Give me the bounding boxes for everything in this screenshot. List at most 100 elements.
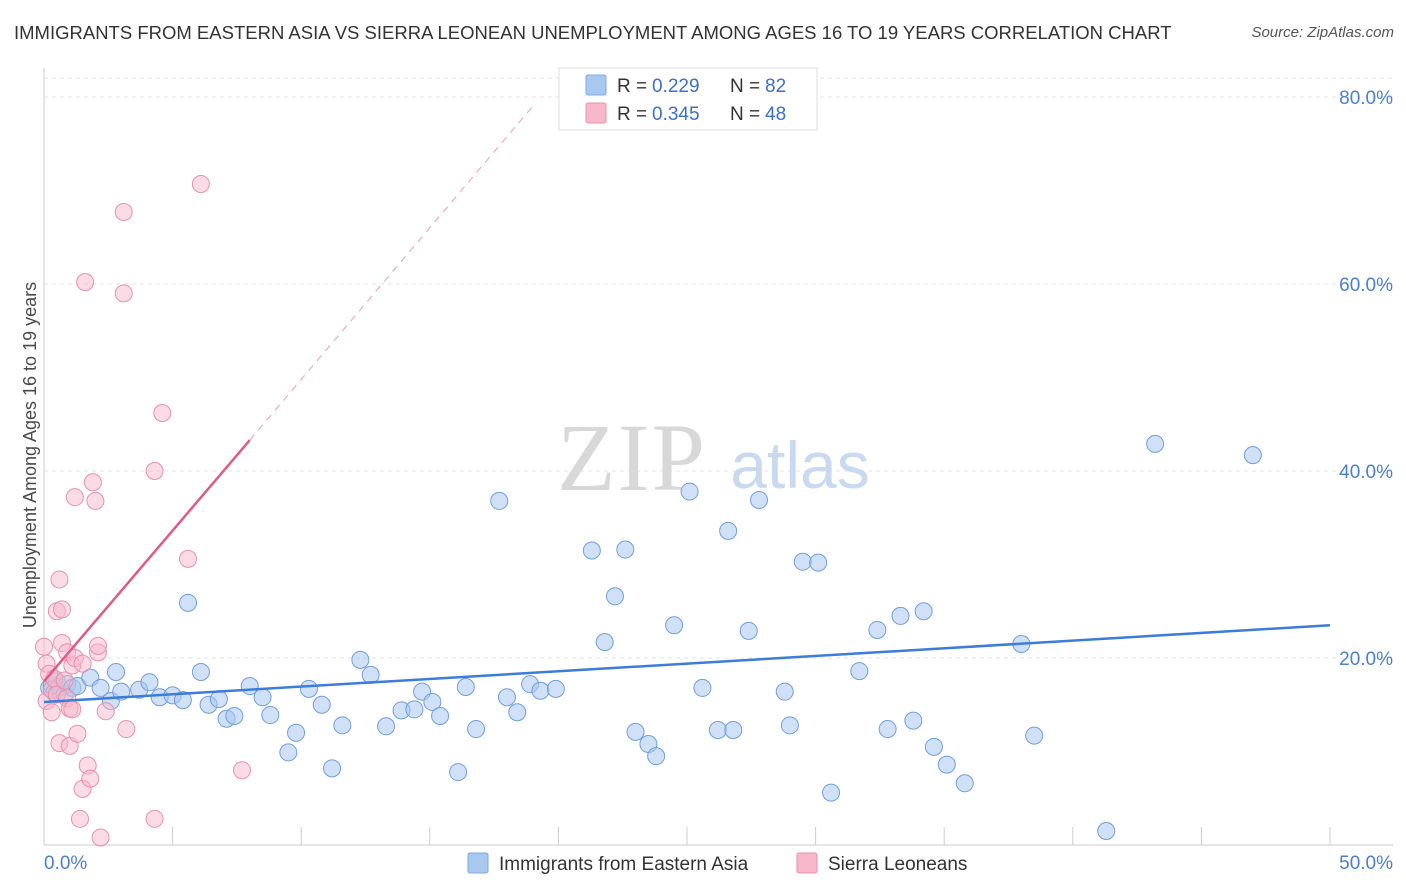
data-point-eastern-asia	[456, 677, 475, 696]
tick-labels: 20.0% 40.0% 60.0% 80.0% 0.0% 50.0%	[44, 88, 1393, 874]
y-tick-label: 60.0%	[1339, 275, 1393, 296]
data-point-eastern-asia	[850, 662, 869, 681]
bottom-legend-label-blue: Immigrants from Eastern Asia	[499, 854, 749, 875]
data-point-eastern-asia	[377, 717, 396, 736]
data-point-eastern-asia	[822, 783, 841, 802]
bottom-legend-label-pink: Sierra Leoneans	[828, 854, 967, 875]
data-point-sierra-leonean	[55, 671, 74, 690]
trend-extension-sierra-leonean	[249, 105, 534, 441]
data-point-sierra-leonean	[81, 769, 100, 788]
chart-title: IMMIGRANTS FROM EASTERN ASIA VS SIERRA L…	[14, 22, 1172, 43]
data-point-eastern-asia	[582, 541, 601, 560]
data-point-sierra-leonean	[117, 720, 136, 739]
axes	[43, 68, 1393, 846]
bottom-legend-swatch-blue	[467, 852, 489, 874]
bottom-legend-swatch-pink	[796, 852, 818, 874]
trend-lines	[43, 105, 1331, 704]
data-point-sierra-leonean	[91, 828, 110, 847]
data-point-eastern-asia	[793, 552, 812, 571]
x-tick-label: 50.0%	[1339, 853, 1393, 874]
data-point-sierra-leonean	[145, 809, 164, 828]
trend-line-sierra-leonean	[43, 439, 251, 683]
y-axis-label: Unemployment Among Ages 16 to 19 years	[20, 282, 40, 628]
data-point-eastern-asia	[739, 621, 758, 640]
data-point-eastern-asia	[351, 650, 370, 669]
legend-r-value: 0.229	[652, 76, 700, 97]
data-point-sierra-leonean	[191, 174, 210, 193]
legend-swatch-pink	[585, 102, 607, 124]
data-point-eastern-asia	[287, 723, 306, 742]
data-point-eastern-asia	[647, 747, 666, 766]
data-point-sierra-leonean	[76, 273, 95, 292]
data-point-eastern-asia	[531, 681, 550, 700]
data-point-sierra-leonean	[145, 462, 164, 480]
data-point-eastern-asia	[780, 716, 799, 735]
data-point-eastern-asia	[1243, 446, 1262, 465]
data-point-eastern-asia	[299, 679, 318, 698]
legend-n-label: N =	[730, 76, 760, 97]
data-point-eastern-asia	[209, 690, 228, 709]
data-point-sierra-leonean	[153, 404, 172, 423]
data-point-eastern-asia	[1097, 821, 1116, 840]
data-point-eastern-asia	[809, 553, 828, 572]
data-point-sierra-leonean	[65, 488, 84, 507]
data-point-eastern-asia	[179, 593, 198, 612]
watermark-zip: ZIP	[557, 404, 707, 511]
data-point-eastern-asia	[775, 682, 794, 701]
data-point-eastern-asia	[1146, 434, 1165, 453]
data-point-eastern-asia	[719, 521, 738, 540]
data-point-sierra-leonean	[73, 654, 92, 673]
legend-r-label: R =	[617, 76, 647, 97]
data-point-eastern-asia	[680, 482, 699, 501]
data-point-eastern-asia	[868, 620, 887, 639]
y-tick-label: 20.0%	[1339, 649, 1393, 670]
data-point-eastern-asia	[405, 700, 424, 719]
data-point-sierra-leonean	[63, 700, 82, 719]
data-point-eastern-asia	[955, 774, 974, 793]
data-point-eastern-asia	[605, 587, 624, 606]
legend-r-value: 0.345	[652, 104, 700, 125]
data-point-sierra-leonean	[96, 702, 115, 721]
data-point-sierra-leonean	[89, 636, 108, 655]
data-point-eastern-asia	[490, 491, 509, 510]
data-point-eastern-asia	[595, 633, 614, 652]
data-point-eastern-asia	[546, 679, 565, 698]
data-point-eastern-asia	[724, 720, 743, 739]
series-sierra-leonean-points	[35, 174, 252, 847]
data-point-eastern-asia	[937, 755, 956, 774]
data-point-eastern-asia	[173, 691, 192, 710]
data-point-eastern-asia	[323, 759, 342, 778]
data-point-eastern-asia	[665, 616, 684, 635]
data-point-eastern-asia	[904, 711, 923, 730]
legend-n-value: 82	[765, 76, 786, 97]
watermark: ZIP atlas	[557, 404, 870, 511]
data-point-eastern-asia	[1025, 726, 1044, 745]
data-point-sierra-leonean	[114, 284, 133, 303]
data-point-eastern-asia	[253, 688, 272, 707]
data-point-sierra-leonean	[114, 203, 133, 222]
data-point-sierra-leonean	[42, 703, 61, 722]
data-point-sierra-leonean	[83, 473, 102, 492]
data-point-eastern-asia	[449, 763, 468, 782]
watermark-atlas: atlas	[730, 428, 869, 502]
data-point-eastern-asia	[361, 665, 380, 684]
y-tick-label: 40.0%	[1339, 462, 1393, 483]
data-point-eastern-asia	[693, 678, 712, 697]
data-point-eastern-asia	[191, 663, 210, 682]
data-point-eastern-asia	[497, 688, 516, 707]
data-point-eastern-asia	[914, 602, 933, 621]
source-label: Source: ZipAtlas.com	[1251, 24, 1394, 41]
data-point-eastern-asia	[467, 720, 486, 739]
y-tick-label: 80.0%	[1339, 88, 1393, 109]
data-point-sierra-leonean	[233, 761, 252, 780]
data-point-sierra-leonean	[35, 637, 53, 656]
data-point-sierra-leonean	[86, 491, 105, 510]
x-tick-label: 0.0%	[44, 853, 87, 874]
data-point-eastern-asia	[261, 706, 280, 725]
data-point-eastern-asia	[924, 737, 943, 756]
data-point-eastern-asia	[878, 720, 897, 739]
legend-top: R = 0.229 N = 82 R = 0.345 N = 48	[558, 67, 818, 131]
legend-bottom: Immigrants from Eastern Asia Sierra Leon…	[467, 852, 967, 875]
data-point-eastern-asia	[140, 673, 159, 692]
